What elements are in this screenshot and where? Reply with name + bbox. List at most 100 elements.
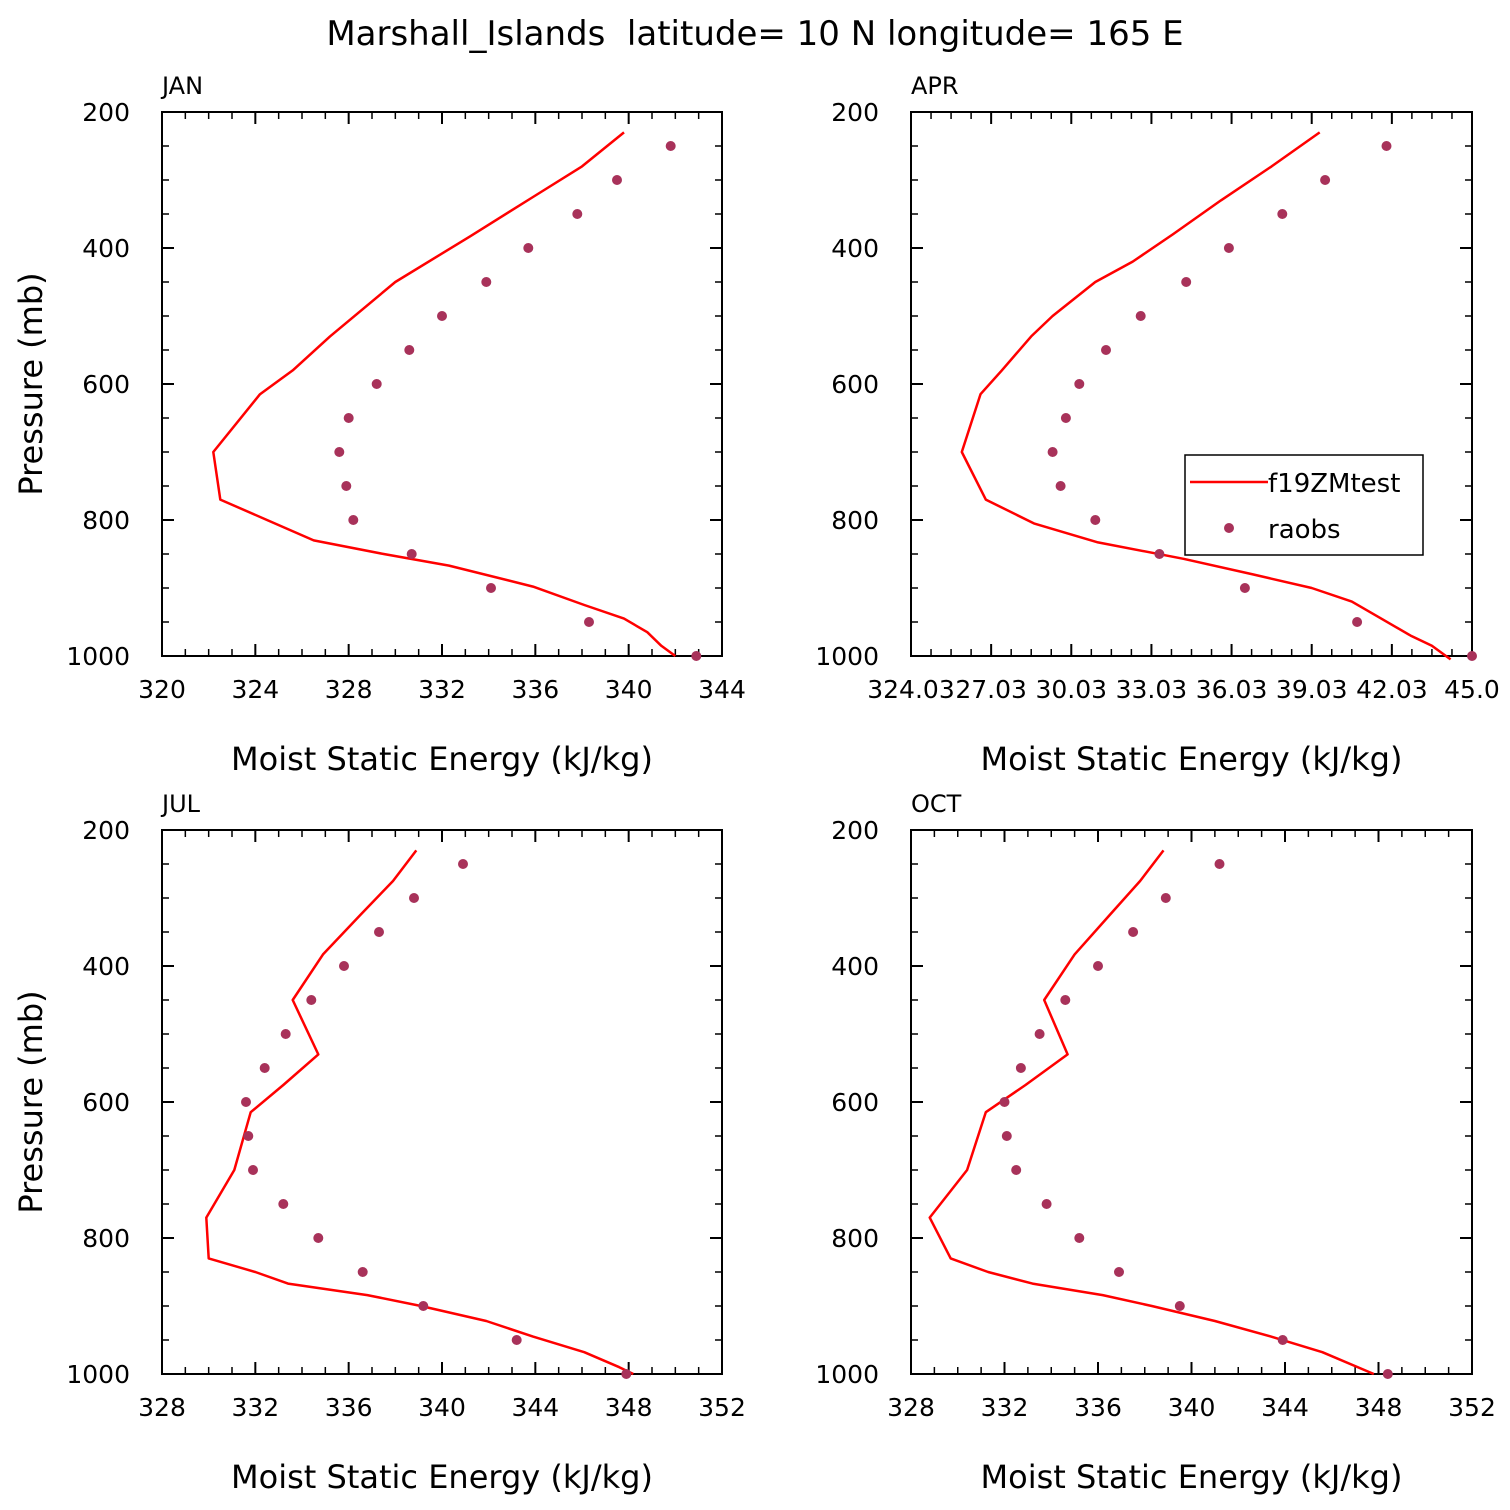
y-tick-label: 200 [831,98,879,127]
x-tick-label: 336 [511,675,559,704]
panel-jan: JAN 320 324 328 332 336 340 344 200 400 600 800 1000… [12,72,746,778]
raobs-point [437,311,447,321]
raobs-point [1382,1369,1393,1379]
raobs-point [486,583,496,593]
plot-frame [910,111,1473,657]
y-tick-label: 600 [831,370,879,399]
plot-frame [910,829,1473,1375]
panel-label: APR [911,72,959,100]
y-tick-label: 200 [82,98,130,127]
raobs-point [374,927,384,937]
y-tick-label: 1000 [815,642,879,671]
x-tick-label: 336 [325,1393,373,1422]
series-line-f19zmtest [205,849,634,1376]
x-tick-label: 30.03 [1035,675,1107,704]
x-axis-label: Moist Static Energy (kJ/kg) [231,740,653,778]
x-tick-label: 332 [231,1393,279,1422]
raobs-point [1093,961,1103,971]
raobs-point [999,1097,1010,1107]
x-tick-label: 352 [698,1393,746,1422]
legend-marker-sample [1224,523,1234,533]
raobs-point [339,961,349,971]
series-line-f19zmtest [212,131,677,658]
raobs-point [1060,413,1071,423]
x-tick-label: 324 [231,675,279,704]
raobs-point [1467,651,1477,661]
x-tick-label: 328 [887,1393,935,1422]
y-tick-label: 800 [831,506,879,535]
y-axis-label: Pressure (mb) [12,272,50,495]
raobs-point [1214,859,1225,869]
raobs-point [1074,379,1085,389]
raobs-point [1320,175,1331,185]
raobs-point [665,141,676,151]
raobs-point [511,1335,522,1345]
raobs-point [1011,1165,1022,1175]
x-tick-label: 344 [511,1393,559,1422]
y-tick-label: 600 [831,1088,879,1117]
raobs-point [241,1097,251,1107]
figure-title: Marshall_Islands latitude= 10 N longitud… [326,14,1183,54]
raobs-point [259,1063,270,1073]
panel-label: JUL [160,790,201,818]
y-tick-label: 800 [831,1224,879,1253]
raobs-point [1101,345,1111,355]
raobs-point [409,893,419,903]
raobs-point [418,1301,429,1311]
raobs-point [1074,1233,1085,1243]
raobs-point [341,481,352,491]
y-tick-label: 1000 [815,1360,879,1389]
x-tick-label: 320 [138,675,186,704]
raobs-point [1015,1063,1026,1073]
raobs-point [280,1029,291,1039]
x-tick-label: 340 [605,675,653,704]
raobs-point [1277,209,1288,219]
x-tick-label: 33.03 [1116,675,1188,704]
raobs-point [1223,243,1234,253]
raobs-point [621,1369,632,1379]
x-tick-label: 36.03 [1196,675,1268,704]
x-axis-label: Moist Static Energy (kJ/kg) [981,740,1403,778]
panel-jul: JUL 328 332 336 340 344 348 352 200 400 600 800 1000… [12,790,746,1496]
raobs-point [1135,311,1146,321]
raobs-point [1381,141,1392,151]
x-tick-label: 352 [1448,1393,1496,1422]
raobs-point [1001,1131,1012,1141]
raobs-point [612,175,622,185]
raobs-point [691,651,702,661]
x-axis-label: Moist Static Energy (kJ/kg) [981,1458,1403,1496]
raobs-point [1160,893,1171,903]
y-tick-label: 800 [82,506,130,535]
y-tick-label: 600 [82,1088,130,1117]
y-axis-label: Pressure (mb) [12,990,50,1213]
raobs-point [371,379,382,389]
y-tick-label: 600 [82,370,130,399]
x-tick-label: 39.03 [1276,675,1348,704]
legend-box [1184,454,1424,556]
series-line-f19zmtest [928,849,1375,1376]
raobs-point [481,277,492,287]
raobs-point [334,447,345,457]
x-tick-label: 328 [325,675,373,704]
raobs-point [248,1165,258,1175]
raobs-point [1128,927,1139,937]
y-tick-label: 1000 [66,1360,130,1389]
raobs-point [243,1131,254,1141]
x-tick-label: 332 [981,1393,1029,1422]
raobs-point [1034,1029,1045,1039]
x-tick-label: 42.03 [1356,675,1428,704]
raobs-point [572,209,583,219]
x-axis-label: Moist Static Energy (kJ/kg) [231,1458,653,1496]
raobs-point [1239,583,1250,593]
raobs-point [458,859,468,869]
plot-frame [161,111,723,657]
raobs-point [1154,549,1165,559]
raobs-point [406,549,417,559]
x-tick-label: 340 [1168,1393,1216,1422]
legend-label-obs: raobs [1268,515,1341,545]
raobs-point [404,345,415,355]
x-tick-label: 340 [418,1393,466,1422]
y-tick-label: 200 [82,816,130,845]
x-tick-label: 328 [138,1393,186,1422]
